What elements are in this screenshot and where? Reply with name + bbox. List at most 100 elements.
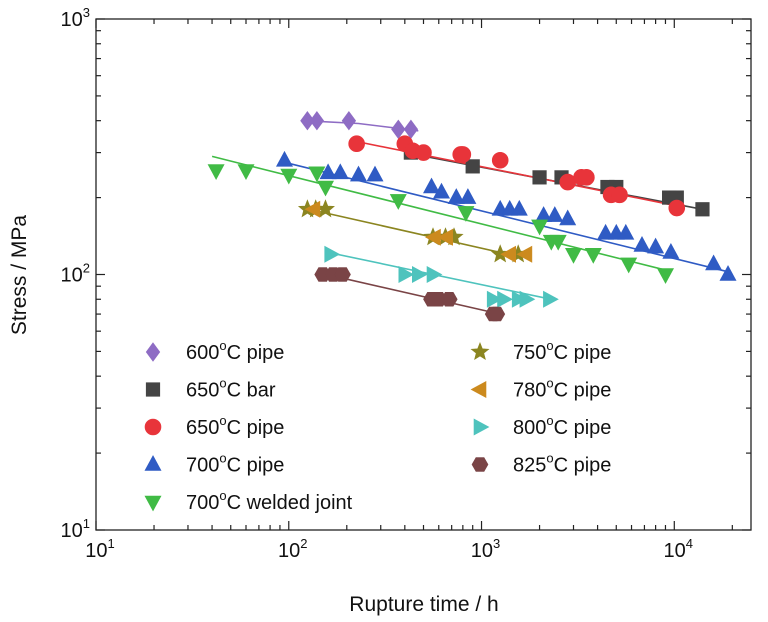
data-point-600-c-pipe xyxy=(341,110,357,131)
series-700-c-welded-joint xyxy=(207,164,675,284)
y-tick-label: 103 xyxy=(61,5,90,31)
data-point-700-c-welded-joint xyxy=(280,168,298,185)
legend-label-700-c-pipe: 700oC pipe xyxy=(186,451,284,477)
data-point-700-c-welded-joint xyxy=(308,166,326,183)
data-point-650-c-pipe xyxy=(348,135,365,153)
legend-marker-800-c-pipe xyxy=(473,418,490,436)
legend-label-800-c-pipe: 800oC pipe xyxy=(513,413,611,439)
legend-item-650-c-bar: 650oC bar xyxy=(145,376,276,402)
legend-item-800-c-pipe: 800oC pipe xyxy=(473,413,611,439)
data-point-700-c-welded-joint xyxy=(656,268,675,284)
data-point-700-c-pipe xyxy=(275,150,294,167)
data-point-700-c-pipe xyxy=(349,165,368,182)
data-point-800-c-pipe xyxy=(486,290,503,308)
data-point-800-c-pipe xyxy=(497,290,513,308)
data-point-825-c-pipe xyxy=(314,267,332,282)
legend-marker-750-c-pipe xyxy=(470,341,490,361)
data-point-700-c-welded-joint xyxy=(620,257,638,274)
data-point-780-c-pipe xyxy=(516,245,533,263)
data-point-700-c-pipe xyxy=(597,223,615,240)
data-point-700-c-pipe xyxy=(559,209,577,226)
legend-label-650-c-pipe: 650oC pipe xyxy=(186,413,284,439)
data-point-825-c-pipe xyxy=(440,291,458,307)
series-780-c-pipe xyxy=(304,200,533,263)
x-tick-label: 101 xyxy=(85,536,114,562)
legend-label-700-c-welded-joint: 700oC welded joint xyxy=(186,488,353,514)
legend-item-600-c-pipe: 600oC pipe xyxy=(145,338,284,364)
legend-label-825-c-pipe: 825oC pipe xyxy=(513,451,611,477)
data-point-700-c-pipe xyxy=(459,188,477,204)
data-point-800-c-pipe xyxy=(519,290,536,308)
legend-marker-650-c-pipe xyxy=(144,418,162,436)
legend-item-650-c-pipe: 650oC pipe xyxy=(144,413,284,439)
data-point-825-c-pipe xyxy=(488,306,506,322)
data-point-800-c-pipe xyxy=(543,290,559,308)
legend-item-825-c-pipe: 825oC pipe xyxy=(471,451,611,477)
data-point-780-c-pipe xyxy=(437,228,454,246)
data-point-825-c-pipe xyxy=(334,267,351,282)
x-axis-title: Rupture time / h xyxy=(349,593,498,616)
data-point-700-c-pipe xyxy=(510,199,528,216)
y-tick-label: 102 xyxy=(61,261,90,287)
data-point-800-c-pipe xyxy=(426,265,443,284)
data-point-700-c-pipe xyxy=(432,182,451,199)
fit-line-700-c-welded-joint xyxy=(211,155,671,272)
data-point-600-c-pipe xyxy=(309,110,325,131)
data-point-600-c-pipe xyxy=(391,119,406,140)
data-point-700-c-welded-joint xyxy=(237,164,255,181)
x-tick-label: 102 xyxy=(278,536,307,562)
legend-label-780-c-pipe: 780oC pipe xyxy=(513,376,611,402)
legend-label-600-c-pipe: 600oC pipe xyxy=(186,338,284,364)
data-point-700-c-pipe xyxy=(617,223,635,240)
data-point-800-c-pipe xyxy=(411,265,428,284)
data-markers xyxy=(207,110,737,322)
data-point-650-c-bar xyxy=(532,170,547,185)
series-800-c-pipe xyxy=(324,245,559,308)
legend-marker-700-c-pipe xyxy=(144,455,162,471)
data-point-700-c-pipe xyxy=(366,165,384,182)
series-650-c-pipe xyxy=(348,135,686,217)
data-point-700-c-welded-joint xyxy=(549,234,567,251)
data-point-650-c-pipe xyxy=(578,169,595,186)
data-point-700-c-welded-joint xyxy=(531,219,549,236)
legend-marker-650-c-bar xyxy=(145,382,161,397)
legend-marker-780-c-pipe xyxy=(470,380,487,399)
data-point-700-c-pipe xyxy=(662,242,680,259)
data-point-650-c-bar xyxy=(465,159,480,174)
legend-marker-600-c-pipe xyxy=(145,342,161,362)
series-700-c-pipe xyxy=(275,150,737,281)
data-point-780-c-pipe xyxy=(500,245,517,263)
series-650-c-bar xyxy=(403,145,710,217)
data-point-650-c-pipe xyxy=(415,144,432,161)
data-point-700-c-pipe xyxy=(422,177,441,194)
legend-marker-700-c-welded-joint xyxy=(144,495,162,512)
series-825-c-pipe xyxy=(314,267,506,322)
legend-marker-825-c-pipe xyxy=(471,457,489,472)
data-point-700-c-welded-joint xyxy=(389,194,407,210)
data-point-700-c-pipe xyxy=(546,206,564,222)
data-point-700-c-pipe xyxy=(705,254,723,271)
y-tick-label: 101 xyxy=(61,516,90,542)
fit-lines xyxy=(211,119,731,315)
data-point-700-c-pipe xyxy=(447,188,465,204)
fit-line-750-c-pipe xyxy=(303,207,522,258)
series-600-c-pipe xyxy=(300,110,419,140)
data-point-650-c-pipe xyxy=(668,199,686,217)
legend-item-750-c-pipe: 750oC pipe xyxy=(470,338,611,364)
data-point-700-c-welded-joint xyxy=(207,164,225,181)
legend-item-700-c-pipe: 700oC pipe xyxy=(144,451,284,477)
legend-label-750-c-pipe: 750oC pipe xyxy=(513,338,611,364)
data-point-650-c-pipe xyxy=(611,186,628,204)
data-point-700-c-pipe xyxy=(633,235,651,252)
data-point-700-c-welded-joint xyxy=(316,180,335,197)
data-point-650-c-bar xyxy=(695,202,710,217)
x-tick-label: 104 xyxy=(664,536,693,562)
legend-item-780-c-pipe: 780oC pipe xyxy=(470,376,611,402)
data-point-800-c-pipe xyxy=(511,290,528,308)
data-point-700-c-pipe xyxy=(331,163,349,180)
data-point-825-c-pipe xyxy=(430,291,448,307)
data-point-800-c-pipe xyxy=(398,265,415,284)
legend-item-700-c-welded-joint: 700oC welded joint xyxy=(144,488,353,514)
data-point-780-c-pipe xyxy=(304,200,321,218)
